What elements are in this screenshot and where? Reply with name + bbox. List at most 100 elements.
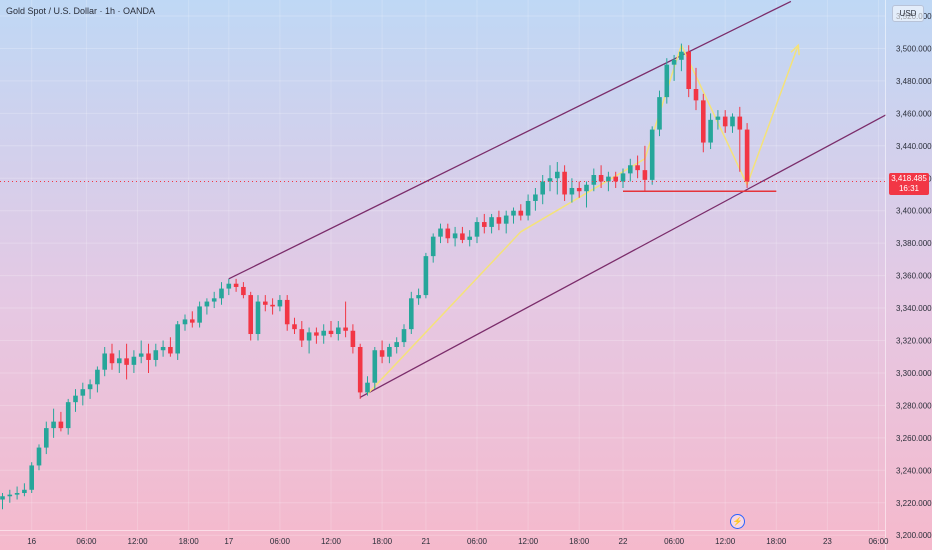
candle-body bbox=[263, 301, 268, 305]
candle-body bbox=[591, 175, 597, 185]
candle-body bbox=[445, 228, 451, 239]
candle-body bbox=[686, 51, 691, 90]
candle-body bbox=[131, 356, 137, 365]
candle-body bbox=[248, 295, 253, 335]
candle-body bbox=[496, 217, 502, 224]
candle-body bbox=[109, 353, 115, 364]
x-tick-label: 12:00 bbox=[321, 537, 342, 546]
currency-badge[interactable]: USD bbox=[892, 5, 924, 22]
candle-body bbox=[22, 489, 27, 494]
time-axis[interactable]: 16 06:00 12:00 18:00 17 06:00 12:00 18:00 21 06:0… bbox=[0, 530, 889, 547]
y-tick-label: 3,200.000 bbox=[896, 531, 932, 540]
candle-body bbox=[701, 100, 706, 143]
candle-body bbox=[29, 465, 34, 490]
y-tick-label: 3,240.000 bbox=[896, 466, 932, 475]
candle-body bbox=[168, 346, 173, 354]
candle-body bbox=[219, 288, 224, 299]
candle-body bbox=[584, 184, 589, 192]
last-price-tag: 3,418.485 16:31 bbox=[889, 173, 929, 195]
candle-body bbox=[555, 171, 560, 179]
candle-body bbox=[401, 329, 407, 343]
x-tick-label: 18:00 bbox=[372, 537, 393, 546]
candle-body bbox=[715, 116, 721, 120]
y-tick-label: 3,260.000 bbox=[896, 434, 932, 443]
x-tick-label: 12:00 bbox=[128, 537, 149, 546]
y-tick-label: 3,280.000 bbox=[896, 401, 932, 410]
x-tick-label: 16 bbox=[27, 537, 36, 546]
candle-body bbox=[606, 176, 611, 182]
candle-body bbox=[649, 129, 655, 180]
x-tick-label: 06:00 bbox=[467, 537, 488, 546]
candle-body bbox=[284, 299, 290, 325]
drawing-layer bbox=[228, 0, 887, 398]
projection-path bbox=[366, 44, 799, 395]
y-tick-label: 3,440.000 bbox=[896, 142, 932, 151]
candle-body bbox=[299, 329, 305, 341]
x-tick-label: 22 bbox=[619, 537, 628, 546]
x-tick-label: 23 bbox=[823, 537, 832, 546]
candle-body bbox=[204, 301, 210, 307]
candle-body bbox=[292, 324, 297, 330]
lightning-icon[interactable]: ⚡ bbox=[730, 514, 745, 529]
x-tick-label: 06:00 bbox=[270, 537, 291, 546]
chart-title: Gold Spot / U.S. Dollar · 1h · OANDA bbox=[6, 6, 156, 16]
x-tick-label: 06:00 bbox=[76, 537, 97, 546]
y-tick-label: 3,220.000 bbox=[896, 499, 932, 508]
candle-body bbox=[14, 493, 20, 495]
candle-body bbox=[36, 447, 42, 466]
candle-body bbox=[416, 295, 421, 299]
candle-body bbox=[540, 181, 545, 195]
candle-body bbox=[160, 346, 166, 351]
candle-body bbox=[518, 210, 524, 216]
y-tick-label: 3,500.000 bbox=[896, 44, 932, 53]
candle-body bbox=[372, 350, 378, 383]
candle-body bbox=[503, 215, 509, 224]
candle-body bbox=[328, 330, 334, 335]
candle-body bbox=[211, 298, 217, 302]
x-tick-label: 06:00 bbox=[868, 537, 889, 546]
last-price-value: 3,418.485 bbox=[891, 174, 927, 183]
candle-body bbox=[569, 187, 575, 195]
y-tick-label: 3,340.000 bbox=[896, 304, 932, 313]
y-tick-label: 3,380.000 bbox=[896, 239, 932, 248]
candle-body bbox=[620, 173, 626, 182]
candle-body bbox=[511, 210, 516, 216]
drawing-overlay bbox=[0, 180, 885, 192]
candle-body bbox=[0, 496, 5, 500]
candle-body bbox=[635, 165, 640, 171]
candle-body bbox=[387, 346, 392, 357]
candle-body bbox=[277, 299, 283, 307]
y-tick-label: 3,300.000 bbox=[896, 369, 932, 378]
candle-body bbox=[314, 332, 319, 336]
x-tick-label: 18:00 bbox=[766, 537, 787, 546]
candle-body bbox=[80, 389, 86, 396]
projection-arrowhead bbox=[790, 43, 800, 56]
candle-body bbox=[175, 324, 180, 354]
candle-body bbox=[146, 353, 151, 360]
candle-body bbox=[657, 97, 662, 130]
candle-body bbox=[438, 228, 443, 237]
candle-body bbox=[73, 395, 78, 403]
candle-body bbox=[44, 428, 49, 448]
candle-body bbox=[233, 283, 239, 287]
candle-body bbox=[430, 236, 436, 257]
x-tick-label: 12:00 bbox=[715, 537, 736, 546]
candle-body bbox=[467, 236, 472, 240]
candle-body bbox=[708, 119, 713, 143]
y-tick-label: 3,480.000 bbox=[896, 77, 932, 86]
candle-body bbox=[182, 319, 188, 325]
candle-body bbox=[336, 327, 341, 335]
candle-body bbox=[693, 89, 699, 101]
candle-body bbox=[65, 402, 71, 429]
x-tick-label: 18:00 bbox=[569, 537, 590, 546]
candle-body bbox=[51, 421, 56, 429]
candle-body bbox=[138, 353, 144, 357]
candle-body bbox=[679, 51, 684, 60]
y-tick-label: 3,400.000 bbox=[896, 207, 932, 216]
candle-body bbox=[722, 116, 728, 127]
candle-body bbox=[744, 129, 750, 182]
candle-body bbox=[321, 330, 326, 336]
candle-body bbox=[241, 286, 246, 296]
